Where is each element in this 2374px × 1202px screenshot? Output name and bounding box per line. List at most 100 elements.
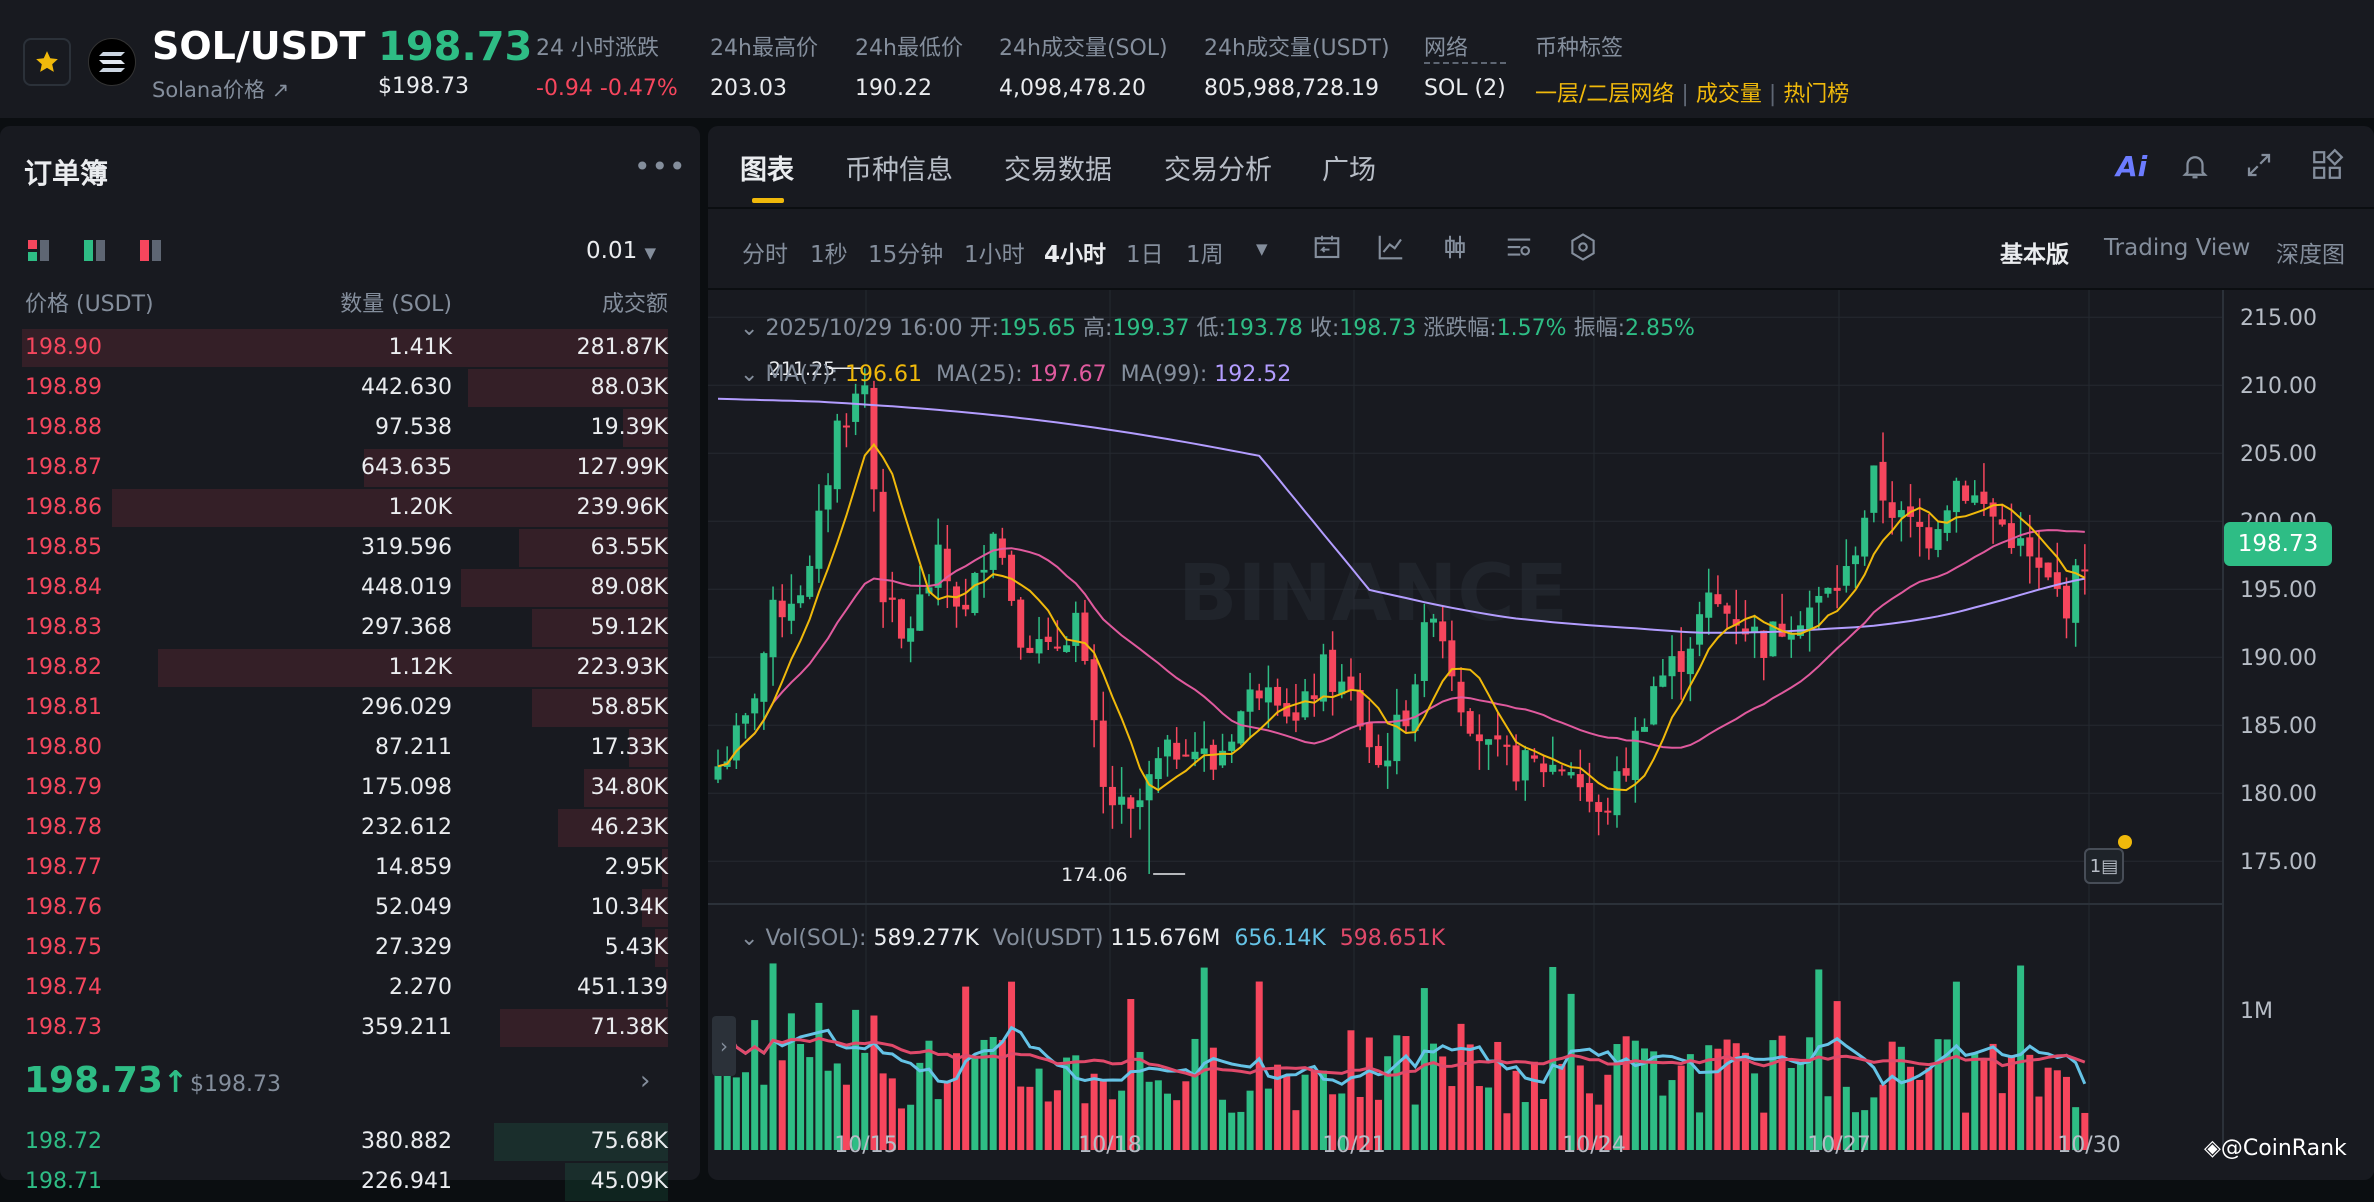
tag-link[interactable]: 成交量 (1695, 82, 1762, 107)
volume-bar (1622, 1036, 1630, 1150)
tag-link[interactable]: 热门榜 (1783, 82, 1850, 107)
view-depth[interactable]: 深度图 (2276, 242, 2345, 268)
tf-more-chevron-icon[interactable]: ▼ (1256, 240, 1268, 258)
settings-sliders-icon[interactable] (1504, 232, 1534, 262)
chevron-down-icon[interactable]: ⌄ (740, 316, 759, 341)
chevron-down-icon[interactable]: ⌄ (740, 926, 759, 951)
orderbook-row[interactable]: 198.89 442.630 88.03K (0, 368, 690, 408)
view-basic[interactable]: 基本版 (2000, 242, 2069, 268)
candlestick-chart[interactable]: BINANCE 211.25 174.06 215.00 210.00 205.00 2… (708, 290, 2374, 1180)
volume-bar (1411, 1104, 1419, 1150)
calendar-icon[interactable] (1312, 232, 1342, 262)
orderbook-row[interactable]: 198.82 1.12K 223.93K (0, 648, 690, 688)
volume-bar (1374, 1099, 1382, 1150)
tab-trading-data[interactable]: 交易数据 (1004, 155, 1112, 186)
orderbook-row[interactable]: 198.85 319.596 63.55K (0, 528, 690, 568)
row-total: 59.12K (590, 615, 668, 640)
volume-bar (742, 1072, 750, 1150)
candle-body (1842, 566, 1850, 586)
precision-select[interactable]: 0.01 ▼ (586, 238, 656, 264)
tab-square[interactable]: 广场 (1322, 155, 1376, 186)
chevron-right-icon[interactable]: › (640, 1066, 651, 1096)
tf-15m[interactable]: 15分钟 (868, 242, 944, 268)
more-icon[interactable]: ••• (634, 150, 687, 183)
view-both-icon[interactable] (28, 240, 50, 262)
candle-body (1622, 768, 1630, 776)
vol-usdt-label: Vol(USDT) (992, 926, 1104, 951)
candle-body (1686, 648, 1694, 675)
volume-bar (1457, 1023, 1465, 1150)
hexagon-settings-icon[interactable] (1568, 232, 1598, 262)
volume-bar (1292, 1110, 1300, 1150)
tab-coin-info[interactable]: 币种信息 (845, 155, 953, 186)
volume-bar (879, 1073, 887, 1150)
orderbook-row[interactable]: 198.72 380.882 75.68K (0, 1122, 690, 1162)
orderbook-row[interactable]: 198.88 97.538 19.39K (0, 408, 690, 448)
candle-body (1063, 645, 1071, 652)
candle-body (1237, 711, 1245, 744)
depth-bar (662, 849, 668, 887)
view-asks-icon[interactable] (140, 240, 162, 262)
tab-trading-analysis[interactable]: 交易分析 (1164, 155, 1272, 186)
chart-grid (708, 290, 2222, 1150)
tab-chart[interactable]: 图表 (740, 155, 794, 186)
volume-bar (943, 1081, 951, 1150)
orderbook-row[interactable]: 198.74 2.270 451.139 (0, 968, 690, 1008)
tag-link[interactable]: 一层/二层网络 (1535, 82, 1675, 107)
candle-body (1182, 754, 1190, 757)
orderbook-row[interactable]: 198.71 226.941 45.09K (0, 1162, 690, 1202)
candle-body (1264, 687, 1272, 703)
layout-icon[interactable] (2310, 148, 2344, 182)
candle-body (1200, 748, 1208, 754)
view-tradingview[interactable]: Trading View (2104, 235, 2251, 261)
volume-bar (1907, 1066, 1915, 1150)
volume-bar (1732, 1043, 1740, 1150)
tf-1s[interactable]: 1秒 (810, 242, 848, 268)
row-price: 198.79 (25, 775, 102, 800)
chevron-down-icon[interactable]: ⌄ (740, 362, 759, 387)
orderbook-row[interactable]: 198.90 1.41K 281.87K (0, 328, 690, 368)
volume-bar (1778, 1035, 1786, 1150)
stat-network[interactable]: 网络 SOL (2) (1424, 30, 1506, 101)
candle-body (1044, 636, 1052, 642)
volume-bar (1310, 1070, 1318, 1150)
tf-1w[interactable]: 1周 (1186, 242, 1224, 268)
orderbook-row[interactable]: 198.86 1.20K 239.96K (0, 488, 690, 528)
volume-bar (1439, 1056, 1447, 1150)
row-total: 34.80K (590, 775, 668, 800)
collapse-handle-icon[interactable]: › (712, 1016, 736, 1076)
orderbook-row[interactable]: 198.77 14.859 2.95K (0, 848, 690, 888)
tf-time[interactable]: 分时 (742, 242, 788, 268)
orderbook-row[interactable]: 198.79 175.098 34.80K (0, 768, 690, 808)
orderbook-row[interactable]: 198.76 52.049 10.34K (0, 888, 690, 928)
volume-bar (1998, 1093, 2006, 1150)
orderbook-row[interactable]: 198.73 359.211 71.38K (0, 1008, 690, 1048)
orderbook-row[interactable]: 198.84 448.019 89.08K (0, 568, 690, 608)
favorite-star-icon[interactable] (23, 38, 71, 86)
pair-subtitle-link[interactable]: Solana价格 ↗ (152, 78, 290, 102)
bell-icon[interactable] (2180, 150, 2210, 182)
ma7-label: MA(7): (765, 362, 839, 387)
candle-body (1090, 659, 1098, 721)
candle-type-icon[interactable] (1440, 232, 1470, 262)
tf-1h[interactable]: 1小时 (964, 242, 1025, 268)
order-book-overlay-icon[interactable]: 1▤ (2084, 848, 2124, 884)
orderbook-row[interactable]: 198.87 643.635 127.99K (0, 448, 690, 488)
volume-bar (824, 1070, 832, 1150)
orderbook-row[interactable]: 198.75 27.329 5.43K (0, 928, 690, 968)
orderbook-row[interactable]: 198.78 232.612 46.23K (0, 808, 690, 848)
orderbook-row[interactable]: 198.80 87.211 17.33K (0, 728, 690, 768)
ai-icon[interactable]: Ai (2116, 150, 2148, 183)
orderbook-row[interactable]: 198.83 297.368 59.12K (0, 608, 690, 648)
time-tick-label: 10/27 (1807, 1133, 1870, 1158)
tf-4h[interactable]: 4小时 (1044, 242, 1107, 268)
volume-bar (1558, 1063, 1566, 1150)
tf-1d[interactable]: 1日 (1126, 242, 1164, 268)
view-bids-icon[interactable] (84, 240, 106, 262)
candle-body (1732, 619, 1740, 626)
coinrank-logo-icon: ◈ (2204, 1136, 2221, 1161)
orderbook-row[interactable]: 198.81 296.029 58.85K (0, 688, 690, 728)
stat-value: -0.94 -0.47% (536, 76, 678, 101)
indicator-icon[interactable] (1376, 232, 1406, 262)
expand-icon[interactable] (2244, 150, 2274, 180)
